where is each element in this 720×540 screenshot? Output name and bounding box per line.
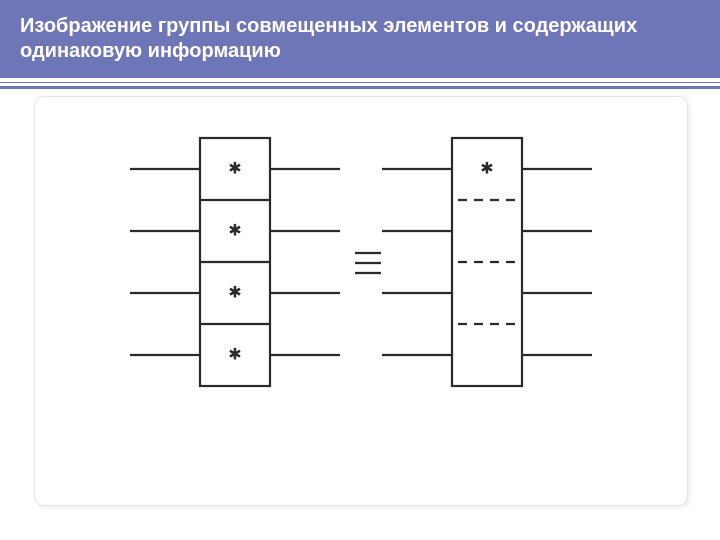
- asterisk-icon: ✱: [228, 347, 241, 364]
- header-underline-thin: [0, 82, 720, 83]
- slide-header: Изображение группы совмещенных элементов…: [0, 0, 720, 78]
- slide-root: Изображение группы совмещенных элементов…: [0, 0, 720, 540]
- asterisk-icon: ✱: [480, 161, 493, 178]
- asterisk-icon: ✱: [228, 223, 241, 240]
- asterisk-icon: ✱: [228, 161, 241, 178]
- schematic-diagram: ✱ ✱ ✱ ✱ ✱: [50, 108, 670, 488]
- asterisk-icon: ✱: [228, 285, 241, 302]
- header-underline-thick: [0, 86, 720, 89]
- slide-title: Изображение группы совмещенных элементов…: [20, 14, 702, 64]
